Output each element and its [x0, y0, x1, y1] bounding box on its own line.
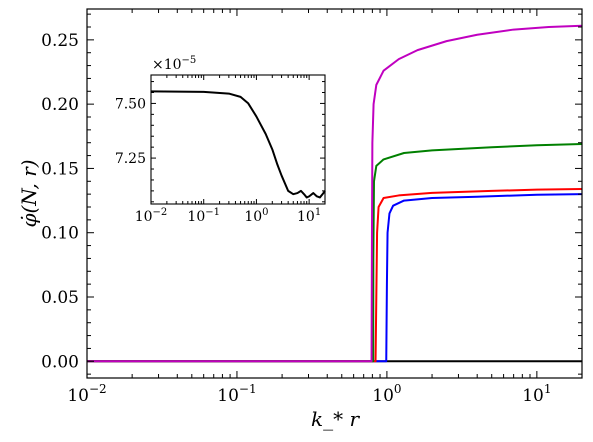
main-x-tick-label-exponent: 0 [394, 382, 402, 396]
main-y-tick-label: 0.00 [41, 352, 79, 372]
main-x-tick-label-base: 10 [217, 386, 239, 406]
main-y-tick-label: 0.05 [41, 288, 79, 308]
inset-y-tick-label: 7.25 [115, 151, 146, 167]
inset-y-tick-label: 7.50 [115, 96, 146, 112]
main-x-tick-label-base: 10 [372, 386, 394, 406]
main-y-tick-label: 0.25 [41, 31, 79, 51]
inset-offset-base: ×10 [152, 57, 182, 73]
main-y-tick-label: 0.15 [41, 159, 79, 179]
inset-y-tick-labels: 7.25 7.50 [115, 96, 146, 167]
main-x-tick-label: 10−2 [67, 382, 106, 406]
main-y-ticks [87, 13, 582, 375]
main-x-ticks [86, 9, 583, 378]
inset-plot: 10−2 10−1 100 101 7.257.50 ×10−5 [115, 55, 326, 225]
inset-background [151, 75, 325, 204]
main-series-lines [87, 24, 583, 363]
main-x-tick-label: 100 [372, 382, 401, 406]
inset-x-tick-label-exponent: 1 [315, 207, 321, 218]
main-y-tick-label: 0.20 [41, 95, 79, 115]
inset-x-tick-label-exponent: −1 [205, 207, 220, 218]
main-x-tick-label-base: 10 [67, 386, 89, 406]
main-y-tick-label: 0.10 [41, 224, 79, 244]
inset-y-offset-text: ×10−5 [152, 55, 196, 73]
inset-x-tick-label-base: 10 [297, 209, 315, 225]
main-x-tick-label-base: 10 [522, 386, 544, 406]
inset-series-lines [150, 90, 326, 199]
main-series-line-3 [87, 143, 583, 363]
inset-frame [150, 74, 326, 205]
inset-x-tick-label: 10−1 [187, 207, 220, 225]
main-x-tick-labels: 10−2 10−1 100 101 [67, 382, 551, 406]
inset-x-tick-labels: 10−2 10−1 100 101 [135, 207, 322, 225]
main-y-tick-labels: 0.00 0.05 0.10 0.15 0.20 0.25 [41, 31, 79, 372]
inset-series-line-0 [150, 90, 326, 199]
inset-x-tick-label-exponent: 0 [262, 207, 268, 218]
main-series-line-2 [87, 188, 583, 363]
main-plot-frame [86, 8, 583, 379]
inset-x-tick-label: 100 [244, 207, 268, 225]
inset-x-ticks [150, 75, 326, 204]
inset-x-tick-label-exponent: −2 [153, 207, 168, 218]
main-series-line-4 [87, 24, 583, 363]
inset-y-ticks [151, 81, 325, 203]
inset-x-tick-label-base: 10 [187, 209, 205, 225]
x-axis-label: k_* r [311, 407, 360, 431]
main-x-tick-label: 10−1 [217, 382, 256, 406]
y-axis-label: φ̇(N, r) [17, 159, 41, 227]
inset-offset-exponent: −5 [182, 55, 197, 66]
main-x-tick-label-exponent: −2 [89, 382, 107, 396]
main-series-line-1 [87, 193, 583, 363]
inset-x-tick-label: 101 [297, 207, 321, 225]
main-x-tick-label: 101 [522, 382, 551, 406]
main-x-tick-label-exponent: −1 [239, 382, 257, 396]
main-plot: 10−2 10−1 100 101 0.000.050.100.150.200.25 … [17, 8, 583, 431]
inset-x-tick-label: 10−2 [135, 207, 168, 225]
main-x-tick-label-exponent: 1 [544, 382, 552, 396]
inset-x-tick-label-base: 10 [135, 209, 153, 225]
inset-x-tick-label-base: 10 [244, 209, 262, 225]
